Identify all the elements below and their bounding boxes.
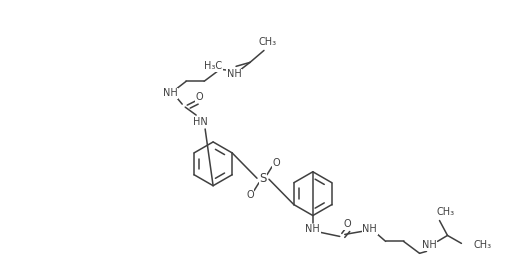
Text: NH: NH: [163, 88, 178, 98]
Text: NH: NH: [362, 225, 377, 234]
Text: O: O: [272, 158, 280, 168]
Text: NH: NH: [422, 240, 437, 250]
Text: H₃C: H₃C: [204, 61, 222, 71]
Text: CH₃: CH₃: [259, 38, 277, 47]
Text: O: O: [344, 219, 352, 229]
Text: NH: NH: [227, 69, 241, 79]
Text: S: S: [259, 172, 267, 185]
Text: HN: HN: [193, 117, 207, 127]
Text: O: O: [246, 190, 254, 200]
Text: NH: NH: [306, 225, 320, 234]
Text: CH₃: CH₃: [473, 240, 492, 250]
Text: CH₃: CH₃: [436, 207, 455, 217]
Text: O: O: [195, 92, 203, 102]
